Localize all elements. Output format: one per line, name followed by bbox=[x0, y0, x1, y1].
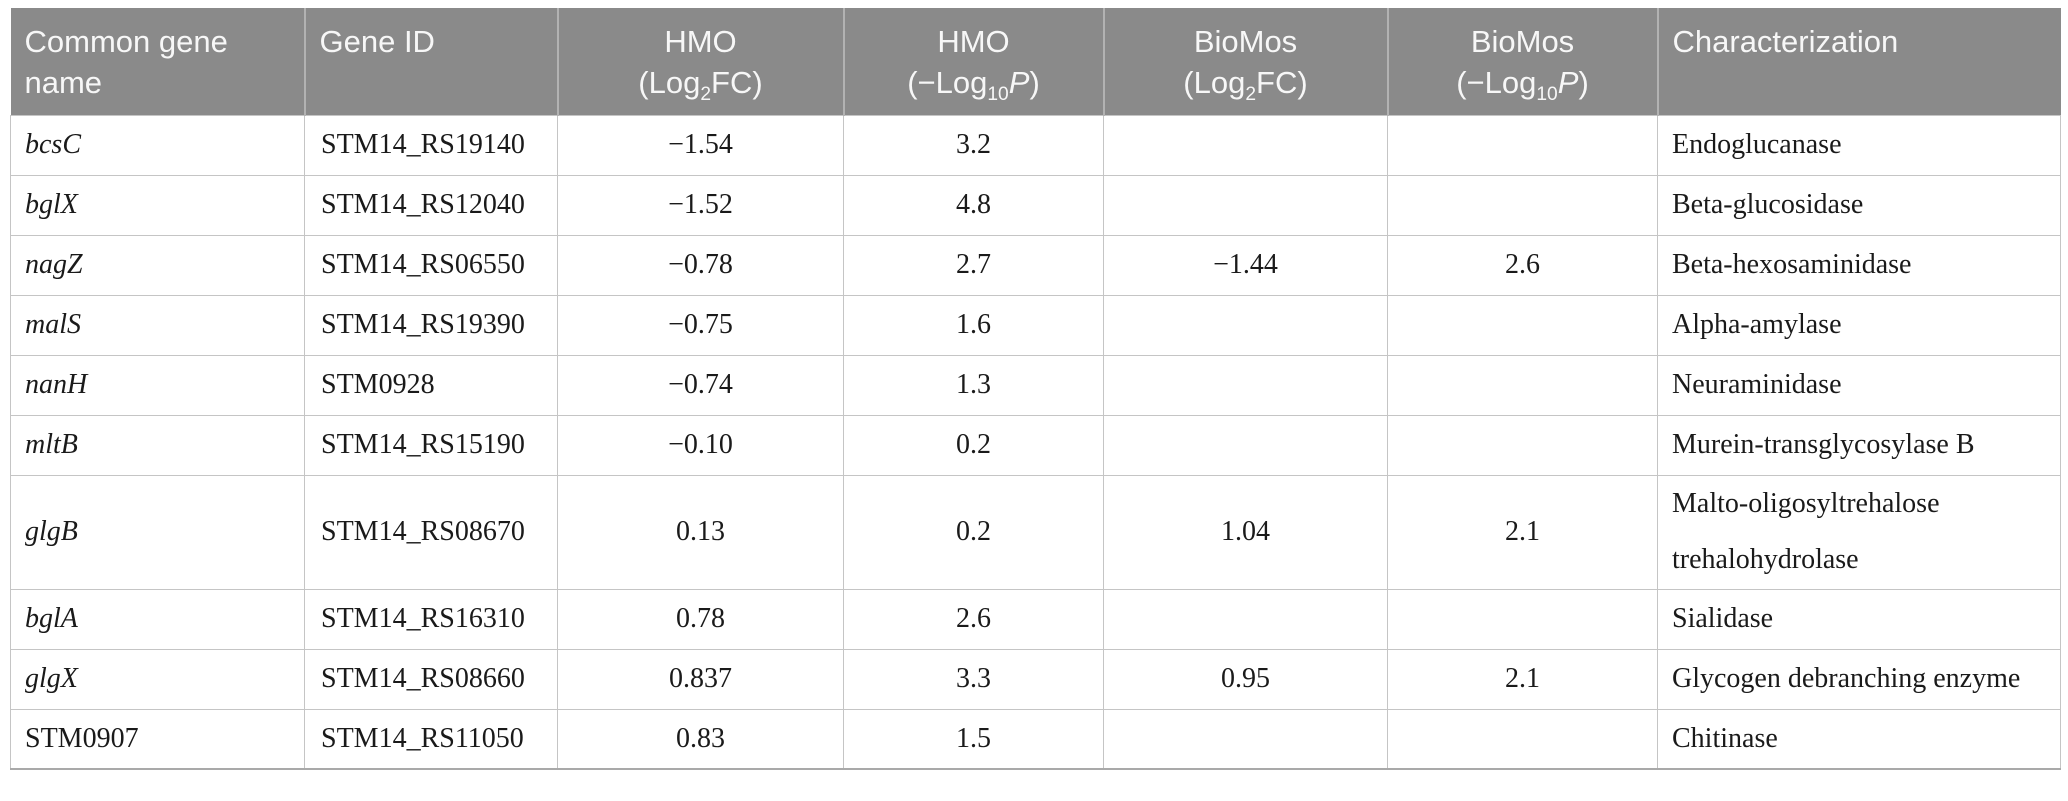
header-biomos-log10p: BioMos (−Log10P) bbox=[1386, 8, 1658, 115]
header-hmo-log10p: HMO (−Log10P) bbox=[842, 8, 1104, 115]
table-row: STM0907 STM14_RS11050 0.83 1.5 Chitinase bbox=[10, 708, 2061, 770]
gene-name: bglX bbox=[25, 189, 78, 220]
hmo-log10p-value: 1.6 bbox=[843, 294, 1104, 356]
header-common-gene-name: Common gene name bbox=[10, 8, 305, 115]
hmo-log2fc-value: −0.74 bbox=[557, 354, 844, 416]
biomos-log2fc-value bbox=[1103, 354, 1388, 416]
header-gene-id: Gene ID bbox=[303, 8, 558, 115]
biomos-log2fc-value bbox=[1103, 294, 1388, 356]
table-row: glgB STM14_RS08670 0.13 0.2 1.04 2.1 Mal… bbox=[10, 474, 2061, 590]
characterization-value: Glycogen debranching enzyme bbox=[1657, 648, 2061, 710]
gene-expression-table: Common gene name Gene ID HMO (Log2FC) HM… bbox=[10, 8, 2061, 770]
biomos-log10p-value: 2.1 bbox=[1387, 648, 1658, 710]
biomos-log10p-value bbox=[1387, 708, 1658, 770]
hmo-log2fc-value: −0.75 bbox=[557, 294, 844, 356]
hmo-log2fc-value: 0.78 bbox=[557, 588, 844, 650]
biomos-log10p-value bbox=[1387, 294, 1658, 356]
gene-id: STM14_RS06550 bbox=[304, 234, 558, 296]
biomos-log2fc-value: −1.44 bbox=[1103, 234, 1388, 296]
hmo-log2fc-value: −0.78 bbox=[557, 234, 844, 296]
hmo-log10p-value: 4.8 bbox=[843, 174, 1104, 236]
gene-id: STM14_RS15190 bbox=[304, 414, 558, 476]
characterization-value: Beta-hexosaminidase bbox=[1657, 234, 2061, 296]
hmo-log2fc-value: −1.52 bbox=[557, 174, 844, 236]
gene-id: STM14_RS11050 bbox=[304, 708, 558, 770]
table-row: nanH STM0928 −0.74 1.3 Neuraminidase bbox=[10, 354, 2061, 416]
biomos-log2fc-value bbox=[1103, 588, 1388, 650]
gene-name: glgX bbox=[25, 663, 78, 694]
gene-name: malS bbox=[25, 309, 81, 340]
header-hmo-log2fc: HMO (Log2FC) bbox=[556, 8, 844, 115]
biomos-log10p-value bbox=[1387, 588, 1658, 650]
characterization-value: Beta-glucosidase bbox=[1657, 174, 2061, 236]
table-row: glgX STM14_RS08660 0.837 3.3 0.95 2.1 Gl… bbox=[10, 648, 2061, 710]
biomos-log2fc-value bbox=[1103, 174, 1388, 236]
hmo-log10p-value: 0.2 bbox=[843, 474, 1104, 590]
gene-id: STM14_RS08670 bbox=[304, 474, 558, 590]
biomos-log10p-value: 2.6 bbox=[1387, 234, 1658, 296]
gene-id: STM14_RS16310 bbox=[304, 588, 558, 650]
biomos-log10p-value: 2.1 bbox=[1387, 474, 1658, 590]
characterization-value: Alpha-amylase bbox=[1657, 294, 2061, 356]
hmo-log10p-value: 1.3 bbox=[843, 354, 1104, 416]
gene-name: nagZ bbox=[25, 249, 83, 280]
header-biomos-log2fc: BioMos (Log2FC) bbox=[1102, 8, 1388, 115]
gene-name: bcsC bbox=[25, 129, 81, 160]
table-row: bglA STM14_RS16310 0.78 2.6 Sialidase bbox=[10, 588, 2061, 650]
biomos-log10p-value bbox=[1387, 354, 1658, 416]
hmo-log2fc-value: −0.10 bbox=[557, 414, 844, 476]
table-row: bglX STM14_RS12040 −1.52 4.8 Beta-glucos… bbox=[10, 174, 2061, 236]
biomos-log2fc-value bbox=[1103, 114, 1388, 176]
header-characterization: Characterization bbox=[1656, 8, 2061, 115]
gene-name: STM0907 bbox=[25, 722, 139, 754]
hmo-log10p-value: 0.2 bbox=[843, 414, 1104, 476]
hmo-log10p-value: 1.5 bbox=[843, 708, 1104, 770]
hmo-log10p-value: 3.3 bbox=[843, 648, 1104, 710]
gene-id: STM0928 bbox=[304, 354, 558, 416]
hmo-log2fc-value: 0.83 bbox=[557, 708, 844, 770]
table-row: mltB STM14_RS15190 −0.10 0.2 Murein-tran… bbox=[10, 414, 2061, 476]
characterization-value: Endoglucanase bbox=[1657, 114, 2061, 176]
biomos-log10p-value bbox=[1387, 414, 1658, 476]
hmo-log2fc-value: −1.54 bbox=[557, 114, 844, 176]
table-body: bcsC STM14_RS19140 −1.54 3.2 Endoglucana… bbox=[10, 114, 2061, 770]
biomos-log10p-value bbox=[1387, 174, 1658, 236]
characterization-value: Chitinase bbox=[1657, 708, 2061, 770]
hmo-log2fc-value: 0.837 bbox=[557, 648, 844, 710]
table-row: bcsC STM14_RS19140 −1.54 3.2 Endoglucana… bbox=[10, 114, 2061, 176]
biomos-log10p-value bbox=[1387, 114, 1658, 176]
gene-name: bglA bbox=[25, 603, 78, 634]
header-row: Common gene name Gene ID HMO (Log2FC) HM… bbox=[10, 8, 2061, 115]
gene-id: STM14_RS08660 bbox=[304, 648, 558, 710]
biomos-log2fc-value bbox=[1103, 414, 1388, 476]
gene-id: STM14_RS19390 bbox=[304, 294, 558, 356]
biomos-log2fc-value bbox=[1103, 708, 1388, 770]
hmo-log10p-value: 3.2 bbox=[843, 114, 1104, 176]
gene-expression-table-wrap: Common gene name Gene ID HMO (Log2FC) HM… bbox=[10, 8, 2061, 770]
gene-name: glgB bbox=[25, 516, 78, 547]
biomos-log2fc-value: 1.04 bbox=[1103, 474, 1388, 590]
gene-id: STM14_RS12040 bbox=[304, 174, 558, 236]
table-row: malS STM14_RS19390 −0.75 1.6 Alpha-amyla… bbox=[10, 294, 2061, 356]
hmo-log10p-value: 2.7 bbox=[843, 234, 1104, 296]
gene-name: mltB bbox=[25, 429, 78, 460]
characterization-value: Murein-transglycosylase B bbox=[1657, 414, 2061, 476]
characterization-value: Sialidase bbox=[1657, 588, 2061, 650]
hmo-log2fc-value: 0.13 bbox=[557, 474, 844, 590]
gene-name: nanH bbox=[25, 369, 88, 400]
table-row: nagZ STM14_RS06550 −0.78 2.7 −1.44 2.6 B… bbox=[10, 234, 2061, 296]
table-header: Common gene name Gene ID HMO (Log2FC) HM… bbox=[10, 8, 2061, 115]
gene-id: STM14_RS19140 bbox=[304, 114, 558, 176]
characterization-value: Neuraminidase bbox=[1657, 354, 2061, 416]
biomos-log2fc-value: 0.95 bbox=[1103, 648, 1388, 710]
characterization-value: Malto-oligosyltrehalose trehalohydrolase bbox=[1657, 474, 2061, 590]
hmo-log10p-value: 2.6 bbox=[843, 588, 1104, 650]
